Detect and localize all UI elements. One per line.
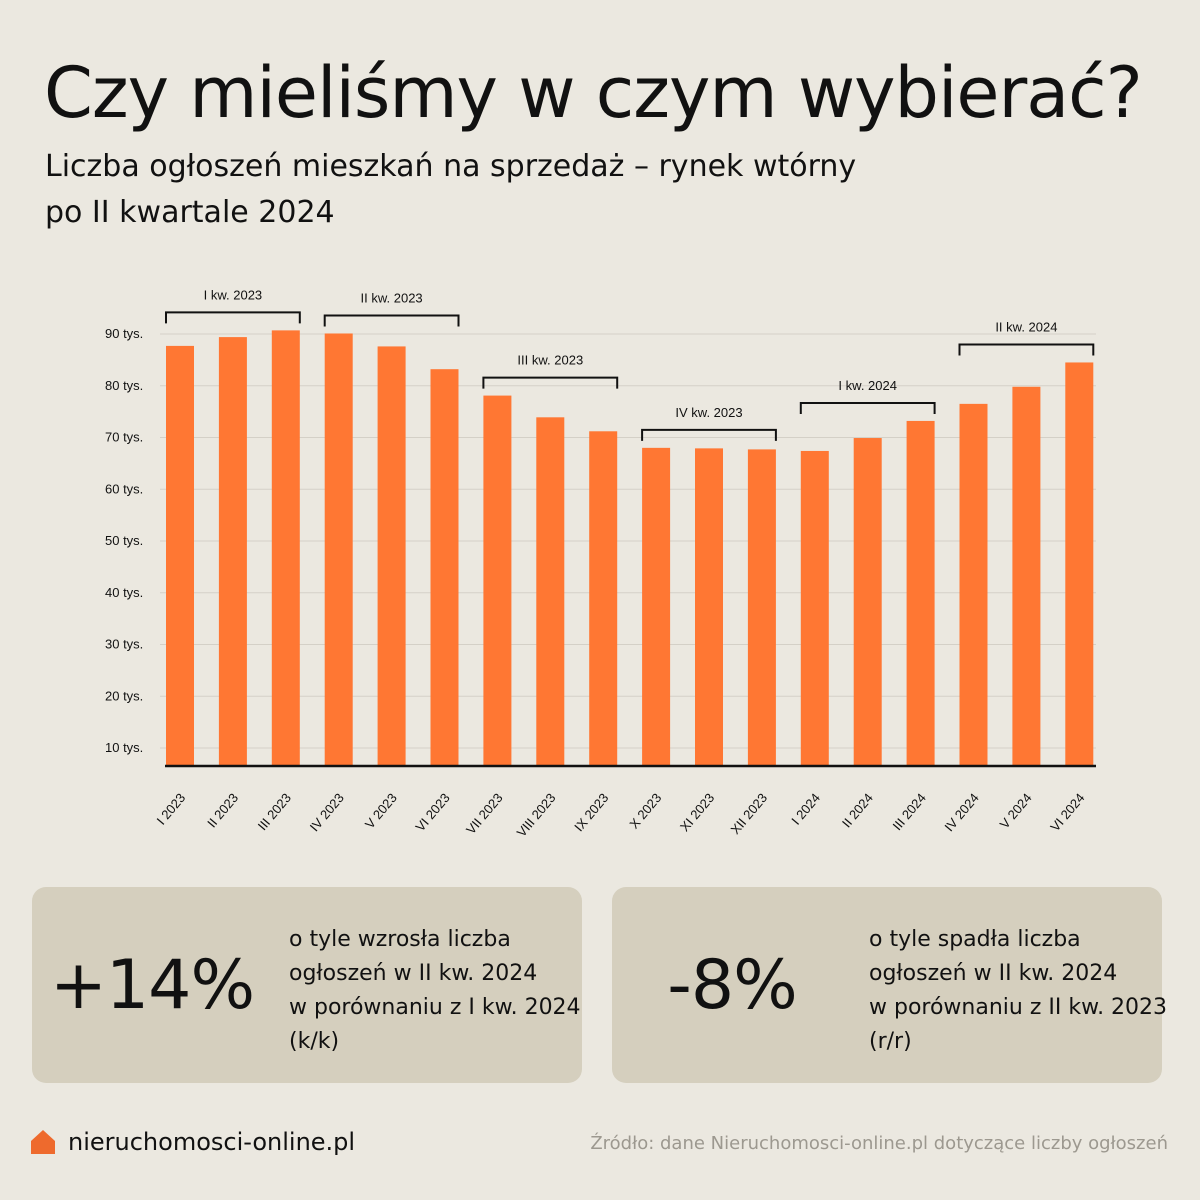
x-tick-label: XI 2023 (677, 790, 717, 834)
quarter-bracket (799, 401, 936, 414)
x-tick-label: VI 2024 (1047, 790, 1087, 834)
page-subtitle: Liczba ogłoszeń mieszkań na sprzedaż – r… (45, 144, 856, 236)
source-note: Źródło: dane Nieruchomosci-online.pl dot… (590, 1133, 1168, 1154)
x-tick-label: XII 2023 (728, 790, 771, 837)
bar-viii-2023 (536, 417, 565, 766)
stat-desc-line: w porównaniu z II kw. 2023 (869, 995, 1168, 1020)
x-tick-label: X 2023 (626, 790, 664, 831)
stat-desc-line: (k/k) (289, 1029, 340, 1054)
y-tick-label: 90 tys. (105, 326, 143, 341)
stat-value-quarterly: +14% (49, 945, 255, 1025)
bar-chart: 10 tys. 20 tys. 30 tys. 40 tys. 50 tys. 60 ty… (105, 287, 1096, 840)
bar-v-2023 (377, 346, 406, 766)
x-tick-label: IV 2024 (941, 790, 981, 834)
stat-desc-line: (r/r) (869, 1029, 912, 1054)
bar-iv-2023 (324, 333, 353, 766)
subtitle-line-2: po II kwartale 2024 (45, 195, 335, 230)
bar-ii-2023 (218, 337, 247, 766)
x-tick-label: II 2023 (204, 790, 241, 830)
x-tick-label: I 2023 (154, 790, 189, 827)
quarter-bracket (165, 311, 301, 324)
y-tick-label: 50 tys. (105, 533, 143, 548)
quarter-bracket (641, 428, 777, 441)
x-tick-label: VII 2023 (463, 790, 506, 837)
bar-vii-2023 (483, 395, 512, 766)
y-tick-label: 60 tys. (105, 481, 143, 496)
bar-x-2023 (642, 447, 671, 766)
bar-iv-2024 (959, 403, 988, 766)
stat-desc-line: o tyle spadła liczba (869, 927, 1081, 952)
x-tick-label: IX 2023 (571, 790, 611, 834)
quarter-label: III kw. 2023 (517, 353, 583, 368)
bar-xi-2023 (695, 448, 723, 766)
x-tick-label: II 2024 (839, 790, 876, 830)
x-tick-label: III 2023 (255, 790, 294, 833)
bar-iii-2024 (906, 420, 935, 766)
x-tick-label: III 2024 (890, 790, 929, 833)
stat-card-yearly: -8% o tyle spadła liczba ogłoszeń w II k… (612, 887, 1168, 1083)
bar-ix-2023 (589, 431, 618, 766)
page-title: Czy mieliśmy w czym wybierać? (44, 52, 1143, 134)
bar-i-2024 (800, 450, 829, 766)
stat-desc-line: w porównaniu z I kw. 2024 (289, 995, 581, 1020)
quarter-label: I kw. 2023 (204, 287, 263, 302)
quarter-label: IV kw. 2023 (675, 405, 742, 420)
bar-i-2023 (166, 345, 194, 766)
bar-iii-2023 (271, 330, 300, 766)
stat-desc-line: ogłoszeń w II kw. 2024 (289, 961, 538, 986)
y-tick-label: 20 tys. (105, 688, 143, 703)
stat-desc-line: ogłoszeń w II kw. 2024 (869, 961, 1118, 986)
y-tick-label: 70 tys. (105, 430, 143, 445)
stat-description-yearly: o tyle spadła liczba ogłoszeń w II kw. 2… (869, 923, 1168, 1059)
x-tick-label: V 2023 (362, 790, 400, 831)
quarter-bracket (482, 376, 619, 389)
bar-vi-2024 (1065, 362, 1094, 766)
quarter-label: II kw. 2024 (995, 319, 1057, 334)
quarter-label: II kw. 2023 (361, 290, 423, 305)
bar-xii-2023 (747, 449, 776, 766)
bar-vi-2023 (430, 369, 459, 766)
bar-v-2024 (1012, 386, 1041, 766)
stat-desc-line: o tyle wzrosła liczba (289, 927, 511, 952)
y-tick-label: 30 tys. (105, 637, 143, 652)
y-tick-label: 80 tys. (105, 378, 143, 393)
quarter-bracket (958, 343, 1095, 356)
quarter-bracket (323, 314, 460, 327)
x-tick-label: V 2024 (997, 790, 1035, 831)
stat-value-yearly: -8% (667, 945, 797, 1025)
x-tick-label: VIII 2023 (514, 790, 559, 840)
x-tick-label: IV 2023 (307, 790, 347, 834)
brand-logo[interactable]: nieruchomosci-online.pl (30, 1128, 355, 1156)
brand-name: nieruchomosci-online.pl (68, 1128, 356, 1156)
bar-ii-2024 (853, 438, 882, 766)
x-tick-label: VI 2023 (412, 790, 452, 834)
subtitle-line-1: Liczba ogłoszeń mieszkań na sprzedaż – r… (45, 149, 857, 184)
x-tick-label: I 2024 (788, 790, 823, 827)
y-tick-label: 40 tys. (105, 585, 143, 600)
stat-description-quarterly: o tyle wzrosła liczba ogłoszeń w II kw. … (289, 923, 581, 1059)
stat-card-quarterly: +14% o tyle wzrosła liczba ogłoszeń w II… (32, 887, 582, 1083)
y-tick-label: 10 tys. (105, 740, 143, 755)
quarter-label: I kw. 2024 (838, 378, 897, 393)
house-icon (31, 1130, 55, 1154)
